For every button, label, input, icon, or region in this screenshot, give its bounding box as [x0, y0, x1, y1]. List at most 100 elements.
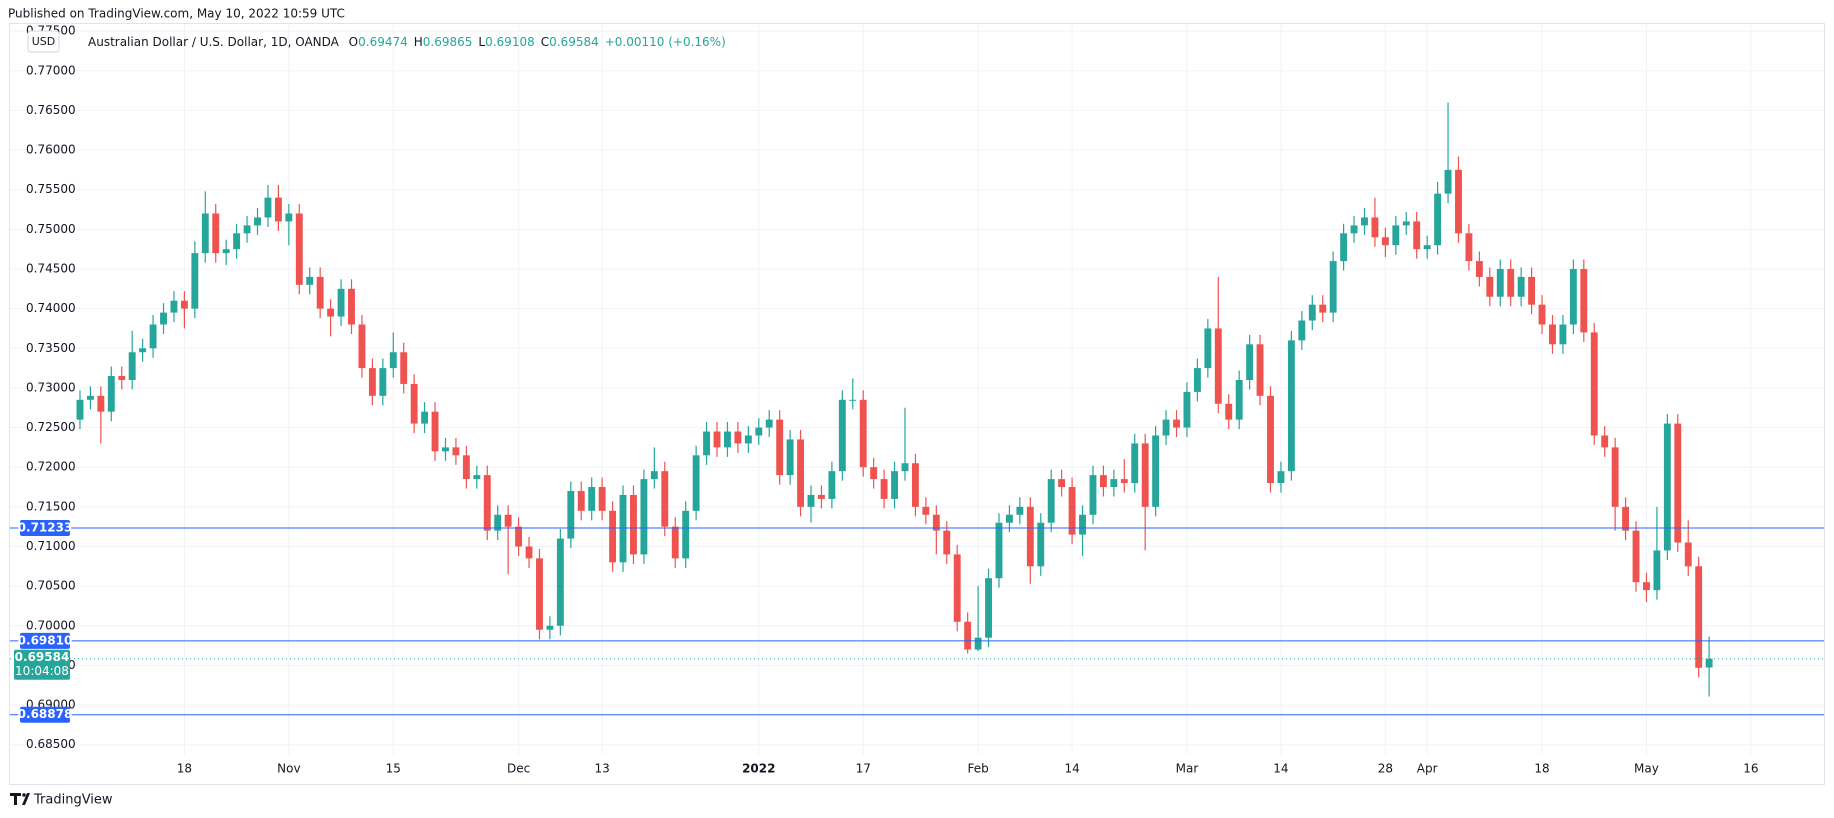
- candle-body: [180, 300, 188, 309]
- candle-body: [1674, 423, 1682, 543]
- candle-body: [494, 514, 502, 531]
- candle-body: [1580, 268, 1588, 333]
- footer-brand: TradingView: [33, 793, 113, 808]
- candle-body: [295, 213, 303, 285]
- y-tick-label: 0.71500: [26, 499, 76, 513]
- x-tick-label: 28: [1378, 762, 1393, 776]
- candle-body: [1361, 217, 1368, 226]
- logo-dot: [22, 793, 26, 797]
- price-line-label-box: [20, 632, 70, 649]
- legend: Australian Dollar / U.S. Dollar, 1D, OAN…: [88, 35, 726, 49]
- candle-body: [536, 558, 543, 630]
- candle-body: [139, 348, 147, 353]
- candle-body: [849, 399, 857, 401]
- candle-body: [577, 490, 585, 511]
- candle-body: [724, 431, 731, 448]
- candle-body: [118, 376, 126, 380]
- candle-body: [1559, 324, 1567, 345]
- candle-body: [640, 479, 648, 555]
- x-tick-label: 18: [1534, 762, 1549, 776]
- price-line-label: 0.69810: [18, 633, 73, 647]
- candle-body: [922, 506, 930, 515]
- candle-body: [1663, 423, 1671, 551]
- candle-body: [630, 494, 637, 555]
- y-tick-label: 0.74000: [26, 301, 76, 315]
- candle-body: [985, 578, 992, 638]
- candle-body: [828, 471, 836, 499]
- y-tick-label: 0.73500: [26, 341, 76, 355]
- candle-body: [1225, 403, 1233, 420]
- candle-body: [1371, 217, 1379, 238]
- candle-body: [1141, 443, 1149, 507]
- candle-body: [995, 522, 1003, 579]
- x-tick-label: 14: [1273, 762, 1288, 776]
- candle-body: [755, 427, 763, 436]
- legend-symbol: Australian Dollar / U.S. Dollar, 1D, OAN…: [88, 35, 340, 49]
- candle-body: [1016, 506, 1024, 515]
- grid: [10, 24, 1824, 755]
- candle-body: [1287, 340, 1295, 472]
- candle-body: [348, 288, 355, 325]
- x-tick-label: May: [1634, 762, 1659, 776]
- candle-body: [1162, 419, 1170, 436]
- candle-body: [483, 475, 491, 531]
- candle-body: [1413, 221, 1421, 250]
- candle-body: [1350, 225, 1358, 234]
- candle-body: [442, 447, 449, 452]
- candle-body: [128, 352, 136, 380]
- y-tick-label: 0.75500: [26, 182, 76, 196]
- candle-body: [807, 494, 815, 507]
- currency-box[interactable]: [27, 30, 60, 53]
- candle-body: [1538, 304, 1546, 325]
- candle-body: [943, 530, 951, 555]
- candles: [76, 102, 1713, 697]
- candle-body: [1319, 304, 1327, 313]
- candle-body: [1507, 268, 1515, 297]
- candle-body: [797, 439, 805, 507]
- candle-body: [1434, 193, 1442, 246]
- candle-body: [964, 621, 972, 650]
- candle-body: [1444, 169, 1452, 194]
- candle-body: [1392, 225, 1400, 246]
- candle-body: [1611, 447, 1619, 507]
- candle-body: [1152, 435, 1160, 507]
- candle-body: [160, 312, 167, 325]
- candle-body: [1329, 261, 1337, 313]
- candle-body: [1131, 443, 1139, 484]
- candle-body: [1340, 233, 1348, 262]
- candle-body: [661, 471, 669, 527]
- candle-body: [1246, 344, 1254, 380]
- price-line-label-box: [20, 520, 70, 537]
- candle-body: [1684, 542, 1692, 567]
- candle-body: [421, 411, 429, 424]
- legend-value: 0.69584: [549, 35, 599, 49]
- candle-body: [598, 487, 606, 511]
- candle-body: [1235, 379, 1243, 420]
- candle-body: [316, 276, 324, 309]
- candle-body: [1308, 304, 1316, 321]
- candle-body: [462, 455, 470, 480]
- candle-body: [243, 225, 251, 234]
- x-tick-label: 2022: [742, 762, 775, 776]
- candle-body: [682, 510, 690, 559]
- candle-body: [337, 288, 345, 317]
- candle-body: [974, 637, 982, 650]
- chart-frame: [9, 23, 1825, 785]
- y-tick-label: 0.73000: [26, 380, 76, 394]
- candle-body: [870, 467, 878, 480]
- candle-body: [1475, 261, 1483, 277]
- candle-body: [400, 352, 408, 384]
- candle-body: [1214, 328, 1222, 404]
- y-tick-label: 0.76500: [26, 103, 76, 117]
- current-price-label: 0.69584: [15, 650, 70, 664]
- candle-body: [254, 217, 261, 226]
- candle-body: [170, 300, 178, 313]
- candle-body: [1193, 368, 1201, 392]
- candle-body: [327, 308, 335, 317]
- candle-body: [306, 276, 314, 285]
- candle-body: [1256, 344, 1264, 396]
- candle-body: [1026, 506, 1034, 567]
- x-tick-label: 18: [177, 762, 192, 776]
- candle-body: [880, 479, 888, 499]
- legend-change: +0.00110 (+0.16%): [605, 35, 726, 49]
